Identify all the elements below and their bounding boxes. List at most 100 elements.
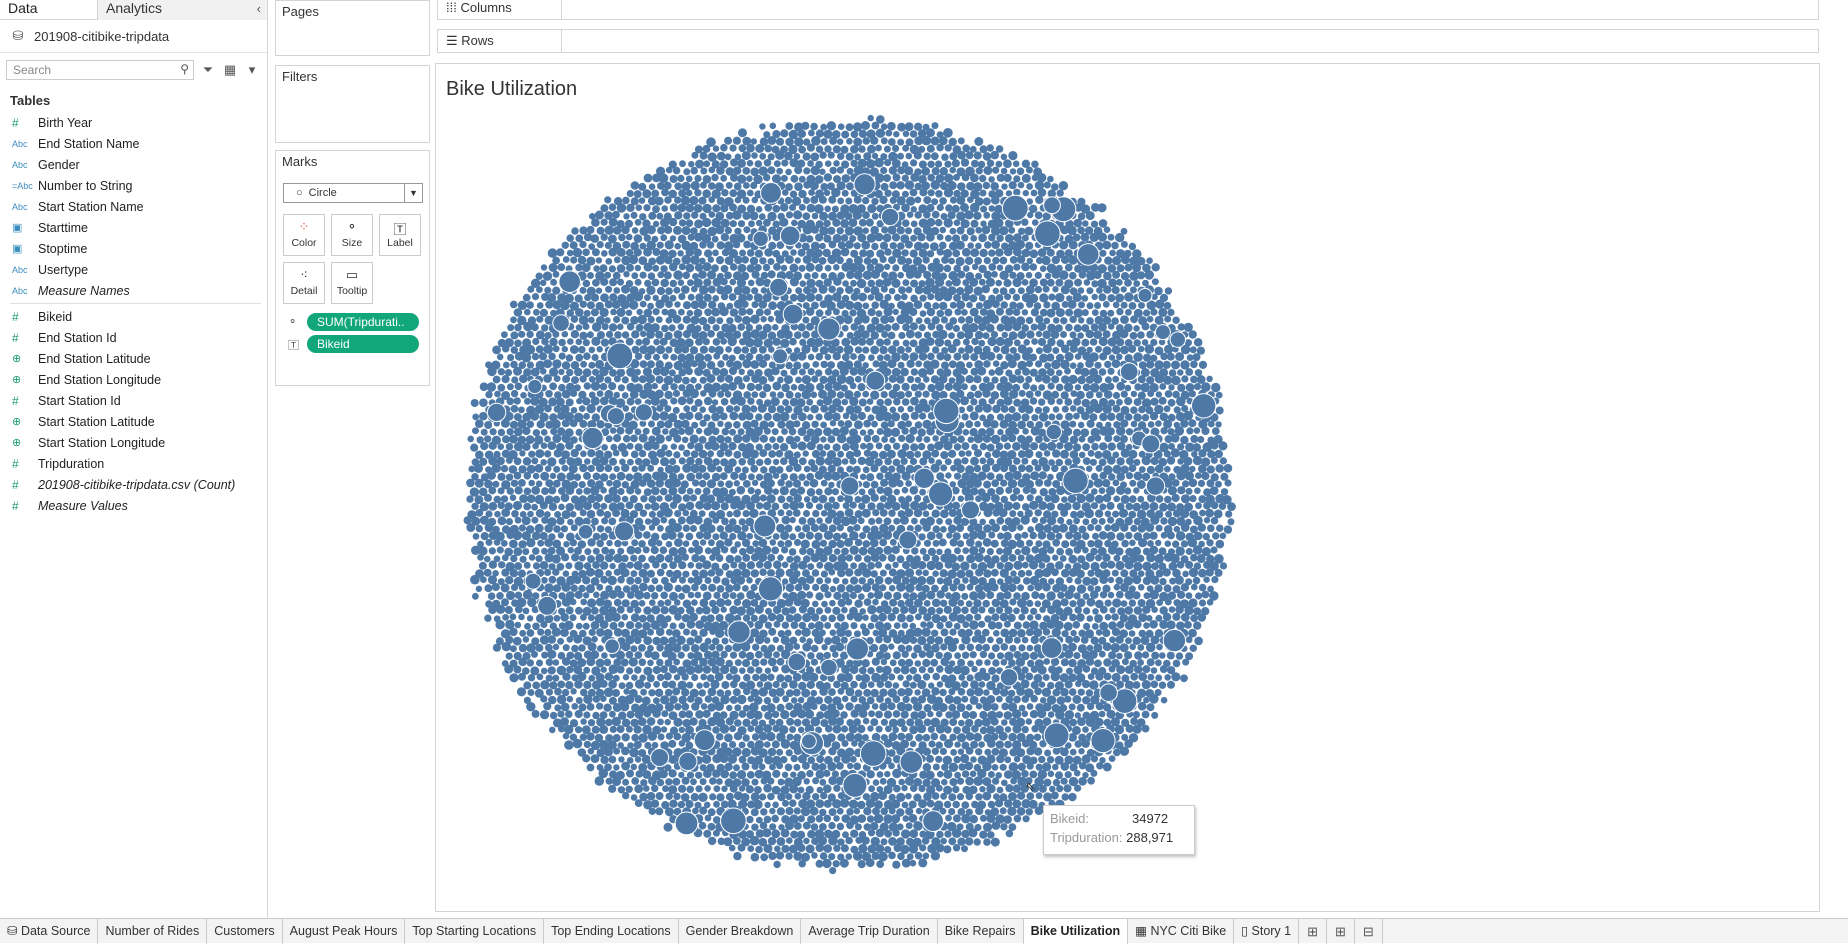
bubble-mark[interactable] bbox=[672, 464, 681, 474]
bubble-mark[interactable] bbox=[729, 233, 739, 244]
bubble-mark[interactable] bbox=[480, 532, 489, 541]
bubble-mark[interactable] bbox=[844, 537, 853, 547]
bubble-mark[interactable] bbox=[703, 278, 712, 287]
bubble-mark[interactable] bbox=[712, 277, 722, 287]
bubble-mark[interactable] bbox=[767, 270, 776, 279]
bubble-mark[interactable] bbox=[1106, 501, 1115, 510]
bubble-mark[interactable] bbox=[995, 248, 1004, 257]
bubble-mark[interactable] bbox=[760, 287, 768, 294]
bubble-mark[interactable] bbox=[716, 449, 725, 458]
bubble-mark[interactable] bbox=[983, 376, 990, 384]
bubble-mark[interactable] bbox=[1024, 509, 1033, 518]
bubble-mark[interactable] bbox=[901, 382, 910, 391]
bubble-mark[interactable] bbox=[1013, 188, 1021, 196]
bubble-mark[interactable] bbox=[957, 435, 965, 444]
bubble-mark[interactable] bbox=[845, 598, 853, 606]
bubble-mark[interactable] bbox=[982, 152, 992, 161]
bubble-mark[interactable] bbox=[660, 516, 668, 524]
bubble-mark[interactable] bbox=[616, 368, 626, 378]
bubble-mark[interactable] bbox=[803, 496, 811, 503]
bubble-mark[interactable] bbox=[558, 352, 566, 360]
bubble-mark[interactable] bbox=[810, 241, 820, 251]
bubble-mark[interactable] bbox=[1155, 495, 1164, 503]
bubble-mark[interactable] bbox=[1085, 391, 1094, 399]
bubble-mark[interactable] bbox=[971, 263, 979, 270]
bubble-mark[interactable] bbox=[616, 264, 626, 273]
bubble-mark[interactable] bbox=[519, 450, 526, 457]
bubble-mark[interactable] bbox=[716, 241, 725, 250]
bubble-mark[interactable] bbox=[1154, 464, 1164, 474]
bubble-mark[interactable] bbox=[931, 390, 941, 400]
bubble-mark[interactable] bbox=[1098, 517, 1106, 525]
bubble-mark[interactable] bbox=[857, 233, 867, 243]
bubble-mark[interactable] bbox=[501, 568, 510, 577]
bubble-mark[interactable] bbox=[930, 463, 940, 473]
bubble-mark[interactable] bbox=[665, 166, 673, 174]
bubble-mark[interactable] bbox=[982, 582, 993, 593]
bubble-mark[interactable] bbox=[1064, 442, 1073, 451]
bubble-mark[interactable] bbox=[631, 374, 640, 383]
bubble-mark[interactable] bbox=[523, 502, 532, 511]
bubble-mark[interactable] bbox=[544, 404, 552, 413]
bubble-mark[interactable] bbox=[678, 308, 685, 316]
bubble-mark[interactable] bbox=[1052, 449, 1061, 458]
bubble-mark[interactable] bbox=[1210, 413, 1219, 422]
bubble-mark[interactable] bbox=[845, 584, 855, 593]
bubble-mark[interactable] bbox=[488, 605, 497, 614]
bubble-mark[interactable] bbox=[1207, 524, 1215, 533]
bubble-mark[interactable] bbox=[999, 270, 1009, 280]
bubble-mark[interactable] bbox=[934, 441, 944, 451]
bubble-mark[interactable] bbox=[939, 241, 947, 250]
bubble-mark[interactable] bbox=[658, 173, 669, 183]
bubble-mark[interactable] bbox=[508, 450, 518, 460]
bubble-mark[interactable] bbox=[793, 463, 802, 472]
bubble-mark[interactable] bbox=[930, 285, 940, 294]
bubble-mark[interactable] bbox=[961, 323, 971, 333]
bubble-mark[interactable] bbox=[853, 584, 863, 594]
bubble-mark[interactable] bbox=[1213, 509, 1223, 519]
bubble-mark[interactable] bbox=[850, 130, 859, 139]
bubble-mark[interactable] bbox=[880, 421, 889, 430]
bubble-mark[interactable] bbox=[715, 540, 725, 549]
bubble-mark[interactable] bbox=[702, 531, 712, 540]
bubble-mark[interactable] bbox=[670, 576, 678, 584]
bubble-mark[interactable] bbox=[554, 511, 562, 518]
bubble-mark[interactable] bbox=[1207, 436, 1215, 444]
bubble-mark[interactable] bbox=[501, 480, 511, 490]
bubble-mark[interactable] bbox=[1098, 487, 1106, 494]
bubble-mark[interactable] bbox=[866, 159, 876, 169]
bubble-mark[interactable] bbox=[902, 144, 910, 152]
bubble-mark[interactable] bbox=[672, 406, 680, 414]
bubble-mark[interactable] bbox=[1055, 532, 1063, 540]
bubble-mark[interactable] bbox=[619, 458, 626, 466]
bubble-mark[interactable] bbox=[966, 301, 973, 309]
bubble-mark[interactable] bbox=[769, 436, 776, 443]
bubble-mark[interactable] bbox=[860, 442, 867, 450]
bubble-mark[interactable] bbox=[1145, 523, 1155, 532]
bubble-mark[interactable] bbox=[498, 561, 506, 569]
bubble-mark[interactable] bbox=[853, 255, 863, 266]
bubble-mark[interactable] bbox=[612, 271, 621, 280]
field-item[interactable]: #201908-citibike-tripdata.csv (Count) bbox=[0, 474, 267, 495]
bubble-mark[interactable] bbox=[561, 582, 571, 592]
bubble-mark[interactable] bbox=[995, 473, 1004, 482]
bubble-mark[interactable] bbox=[914, 345, 924, 354]
bubble-mark[interactable] bbox=[857, 411, 866, 421]
bubble-mark[interactable] bbox=[488, 560, 498, 569]
bubble-mark[interactable] bbox=[905, 152, 913, 160]
bubble-mark[interactable] bbox=[1115, 412, 1125, 422]
bubble-mark[interactable] bbox=[827, 509, 837, 519]
bubble-mark[interactable] bbox=[815, 413, 823, 421]
bubble-mark[interactable] bbox=[1029, 575, 1040, 586]
bubble-mark[interactable] bbox=[1051, 183, 1059, 191]
bubble-mark[interactable] bbox=[1034, 568, 1044, 579]
bubble-mark[interactable] bbox=[651, 486, 660, 496]
bubble-mark[interactable] bbox=[836, 433, 847, 444]
bubble-mark[interactable] bbox=[463, 516, 472, 525]
bubble-mark[interactable] bbox=[532, 562, 541, 570]
bubble-mark[interactable] bbox=[832, 577, 840, 584]
bubble-mark[interactable] bbox=[736, 606, 746, 616]
bubble-mark[interactable] bbox=[897, 300, 906, 310]
bubble-mark[interactable] bbox=[1072, 443, 1082, 452]
bubble-mark[interactable] bbox=[724, 449, 733, 457]
